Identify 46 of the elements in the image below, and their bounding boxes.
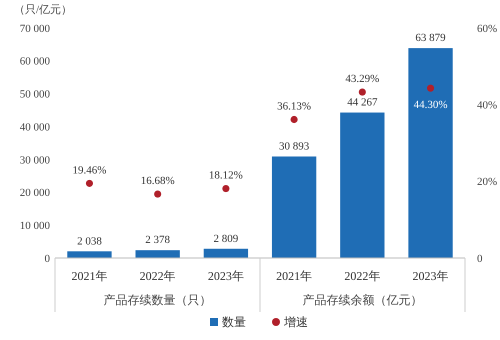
y2-tick-label: 40%	[477, 100, 498, 112]
y-axis-title: （只/亿元）	[14, 4, 72, 16]
data-label: 63 879	[415, 32, 446, 44]
point	[222, 184, 230, 192]
data-label: 43.29%	[345, 73, 380, 86]
bar	[272, 156, 316, 258]
y2-tick-label: 60%	[477, 22, 498, 35]
x-tick-label: 2022年	[140, 269, 176, 283]
y-tick-label: 30 000	[20, 154, 50, 166]
data-label: 30 893	[278, 140, 310, 152]
y-tick-label: 70 000	[20, 22, 50, 35]
point	[154, 190, 162, 198]
data-label: 2 038	[77, 235, 102, 248]
bar	[408, 48, 453, 258]
y-tick-label: 0	[44, 252, 50, 265]
data-label: 2 378	[145, 234, 171, 246]
bar	[340, 112, 384, 258]
data-label: 36.13%	[277, 100, 312, 112]
y-tick-label: 60 000	[20, 56, 50, 68]
data-label: 44 267	[347, 96, 378, 109]
legend-label: 数量	[222, 315, 246, 329]
y2-tick-label: 20%	[477, 176, 498, 188]
x-tick-label: 2023年	[208, 269, 244, 283]
data-label: 2 809	[214, 232, 239, 245]
text: 产品存续余额（亿元）	[302, 293, 422, 307]
y2-tick-label: 0	[477, 252, 483, 265]
y-tick-label: 50 000	[20, 88, 50, 101]
point	[86, 180, 94, 187]
point	[358, 88, 366, 96]
x-tick-label: 2021年	[276, 269, 312, 283]
x-tick-label: 2023年	[412, 269, 449, 283]
legend-label: 增速	[283, 315, 308, 329]
data-label: 44.30%	[414, 99, 448, 112]
data-label: 16.68%	[140, 175, 175, 188]
y-tick-label: 20 000	[20, 187, 50, 200]
point	[290, 116, 298, 124]
point	[426, 84, 434, 92]
data-label: 18.12%	[208, 170, 243, 182]
data-label: 19.46%	[72, 164, 106, 176]
y-tick-label: 10 000	[20, 220, 50, 232]
text: 产品存续数量（只）	[104, 293, 212, 307]
x-tick-label: 2022年	[344, 269, 380, 283]
y-tick-label: 40 000	[20, 121, 50, 134]
bar	[136, 250, 180, 258]
bar	[204, 248, 248, 258]
x-tick-label: 2021年	[71, 269, 108, 283]
